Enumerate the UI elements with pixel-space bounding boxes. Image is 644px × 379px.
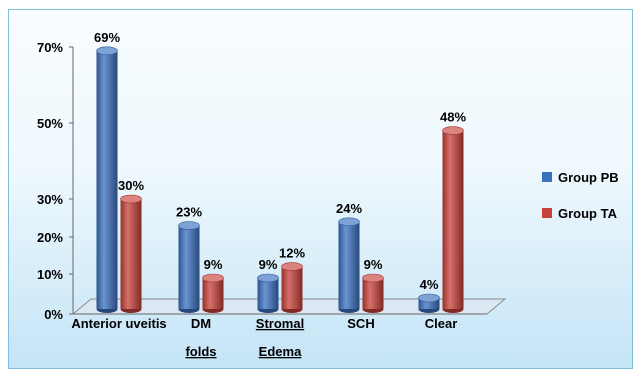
data-label: 24% <box>336 201 362 216</box>
data-label: 4% <box>420 277 439 292</box>
category-label: SCH <box>347 316 374 331</box>
bar <box>120 199 142 309</box>
bar <box>338 221 360 309</box>
bar-top <box>202 273 224 283</box>
category-label: Clear <box>425 316 458 331</box>
data-label: 9% <box>204 257 223 272</box>
y-tick-label: 0% <box>44 307 63 322</box>
data-label: 30% <box>118 178 144 193</box>
bar <box>178 225 200 309</box>
bar <box>281 266 303 309</box>
data-label: 12% <box>279 246 305 261</box>
category-label: DM <box>191 316 211 331</box>
bar-top <box>338 217 360 227</box>
legend-label-pb: Group PB <box>558 169 619 185</box>
bar-top <box>257 273 279 283</box>
bar-chart: 0%10%20%30%50%70%69%30%23%9% 9%12%24%9%4%… <box>37 30 507 359</box>
category-label: Stromal <box>256 316 304 331</box>
category-label: Anterior uveitis <box>71 316 166 331</box>
category-label: Edema <box>259 344 302 359</box>
bar-top <box>442 126 464 135</box>
data-label: 9% <box>259 257 278 272</box>
y-tick-label: 50% <box>37 116 63 131</box>
category-label: folds <box>185 344 216 359</box>
bar-top <box>418 293 440 303</box>
bar <box>362 278 384 309</box>
legend-item-group-pb: Group PB <box>542 169 619 185</box>
bar <box>257 278 279 309</box>
legend: Group PB Group TA <box>542 169 619 241</box>
legend-swatch-pb <box>542 172 552 182</box>
bar-top <box>96 46 118 56</box>
bar-top <box>281 262 303 271</box>
legend-item-group-ta: Group TA <box>542 205 619 221</box>
data-label: 9% <box>364 257 383 272</box>
bar <box>442 130 464 309</box>
legend-label-ta: Group TA <box>558 205 617 221</box>
y-tick-label: 70% <box>37 40 63 55</box>
bar <box>96 50 118 310</box>
bar <box>202 278 224 309</box>
bar-top <box>362 273 384 283</box>
chart-frame: 0% 10% 20% 30% 50% 70% 69% 30% 23% 9% 9% 12% 24% 9% 4%… <box>8 9 633 369</box>
y-tick-label: 10% <box>37 267 63 282</box>
data-label: 48% <box>440 110 466 125</box>
legend-swatch-ta <box>542 208 552 218</box>
data-label: 23% <box>176 205 202 220</box>
bar-top <box>178 221 200 230</box>
bar <box>418 298 440 309</box>
y-tick-label: 30% <box>37 192 63 207</box>
data-label: 69% <box>94 30 120 45</box>
y-tick-label: 20% <box>37 230 63 245</box>
bar-top <box>120 194 142 204</box>
